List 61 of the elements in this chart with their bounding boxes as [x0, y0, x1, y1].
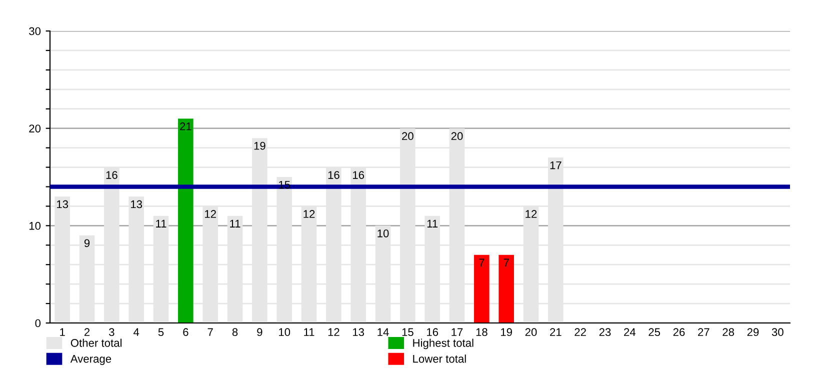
data-label: 16 — [106, 171, 118, 179]
data-label: 12 — [205, 210, 216, 218]
x-tick-label: 2 — [84, 328, 90, 336]
data-label: 12 — [304, 210, 315, 218]
x-tick-label: 9 — [257, 328, 262, 336]
data-label: 10 — [378, 229, 389, 238]
y-tick-label: 20 — [29, 124, 41, 132]
data-label: 11 — [156, 220, 166, 228]
bar — [498, 254, 514, 323]
x-tick-label: 27 — [698, 328, 710, 336]
x-tick-label: 25 — [648, 328, 660, 336]
x-tick-label: 22 — [574, 328, 586, 336]
data-label: 13 — [131, 200, 142, 208]
x-tick-label: 26 — [673, 328, 685, 336]
legend-label: Other total — [70, 338, 122, 347]
x-tick-label: 18 — [476, 328, 488, 336]
x-tick-label: 20 — [525, 328, 537, 336]
data-label: 11 — [427, 220, 438, 228]
x-tick-label: 6 — [183, 328, 188, 336]
x-tick-label: 11 — [304, 328, 314, 336]
bar — [178, 118, 194, 323]
x-tick-label: 17 — [452, 328, 463, 336]
x-tick-label: 14 — [378, 328, 389, 336]
x-tick-label: 3 — [109, 328, 114, 336]
x-tick-label: 13 — [353, 328, 364, 336]
legend-label: Lower total — [413, 354, 466, 363]
y-tick-label: 10 — [29, 222, 41, 230]
y-tick-label: 30 — [29, 27, 41, 36]
x-tick-label: 21 — [550, 328, 562, 336]
data-label: 7 — [504, 258, 509, 266]
x-tick-label: 12 — [328, 328, 340, 336]
x-tick-label: 28 — [722, 328, 734, 336]
data-label: 20 — [451, 132, 463, 140]
x-tick-label: 15 — [402, 328, 414, 336]
x-tick-label: 23 — [599, 328, 611, 336]
bar — [474, 254, 490, 323]
x-tick-label: 8 — [232, 328, 238, 336]
x-tick-label: 30 — [772, 328, 784, 336]
data-label: 12 — [526, 210, 537, 218]
legend-label: Average — [70, 354, 112, 365]
data-label: 19 — [254, 142, 266, 150]
x-tick-label: 4 — [134, 328, 140, 336]
data-label: 16 — [328, 171, 340, 179]
data-label: 20 — [402, 132, 414, 140]
data-label: 13 — [57, 200, 68, 208]
data-label: 17 — [550, 161, 562, 170]
x-tick-label: 5 — [158, 328, 164, 336]
y-tick-label: 0 — [35, 319, 41, 328]
data-label: 21 — [180, 122, 192, 130]
data-label: 7 — [479, 258, 484, 266]
x-tick-label: 1 — [60, 328, 65, 336]
x-tick-label: 7 — [208, 328, 213, 336]
data-label: 16 — [353, 171, 364, 179]
x-tick-label: 16 — [427, 328, 438, 336]
data-label: 9 — [84, 239, 90, 248]
data-label: 11 — [230, 220, 240, 228]
x-tick-label: 24 — [624, 328, 636, 336]
x-tick-label: 19 — [501, 328, 512, 336]
legend-label: Highest total — [413, 338, 474, 350]
x-tick-label: 29 — [747, 328, 759, 336]
x-tick-label: 10 — [279, 328, 290, 336]
